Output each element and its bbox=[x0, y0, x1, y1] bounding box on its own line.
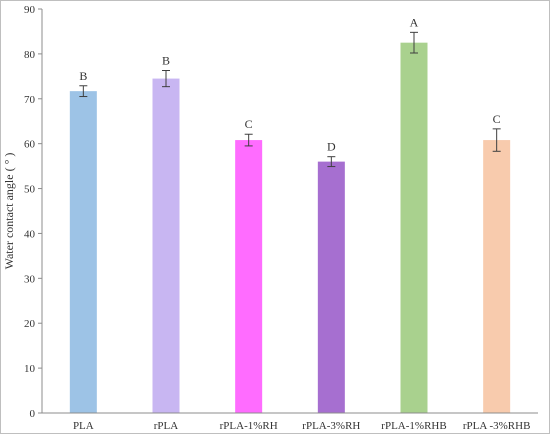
bar-rpla-1-rhb bbox=[400, 42, 428, 414]
y-axis-title: Water contact angle ( ° ) bbox=[2, 153, 16, 270]
bar-rpla-3-rh bbox=[317, 161, 345, 413]
bar-rpla bbox=[152, 78, 180, 414]
significance-letter: A bbox=[410, 15, 419, 29]
y-tick-label: 0 bbox=[30, 408, 36, 420]
bar-pla bbox=[69, 91, 97, 413]
y-tick-label: 90 bbox=[24, 4, 36, 16]
x-category-label: rPLA-1%RH bbox=[220, 420, 278, 432]
y-tick-label: 80 bbox=[24, 49, 36, 61]
bars: B B C D A C bbox=[69, 15, 511, 414]
y-tick-label: 60 bbox=[24, 139, 36, 151]
y-tick-label: 50 bbox=[24, 184, 36, 196]
bar-rpla-1-rh bbox=[235, 140, 263, 413]
significance-letter: B bbox=[162, 53, 170, 67]
x-category-label: rPLA bbox=[154, 420, 179, 432]
bar-rpla-3-rhb bbox=[483, 140, 511, 413]
significance-letter: C bbox=[493, 112, 501, 126]
significance-letter: B bbox=[79, 69, 87, 83]
y-tick-label: 20 bbox=[24, 318, 36, 330]
x-category-label: rPLA-1%RHB bbox=[381, 420, 446, 432]
significance-letter: D bbox=[327, 140, 336, 154]
x-category-label: rPLA-3%RH bbox=[302, 420, 360, 432]
y-tick-label: 70 bbox=[24, 94, 36, 106]
y-tick-label: 10 bbox=[24, 363, 36, 375]
y-tick-label: 30 bbox=[24, 273, 36, 285]
x-category-label: PLA bbox=[73, 420, 94, 432]
y-axis: 0 10 20 30 40 50 60 70 80 90 bbox=[24, 4, 43, 420]
y-tick-label: 40 bbox=[24, 228, 36, 240]
x-category-label: rPLA -3%RHB bbox=[463, 420, 531, 432]
significance-letter: C bbox=[245, 117, 253, 131]
x-axis: PLA rPLA rPLA-1%RH rPLA-3%RH rPLA-1%RHB rPLA … bbox=[42, 412, 538, 432]
